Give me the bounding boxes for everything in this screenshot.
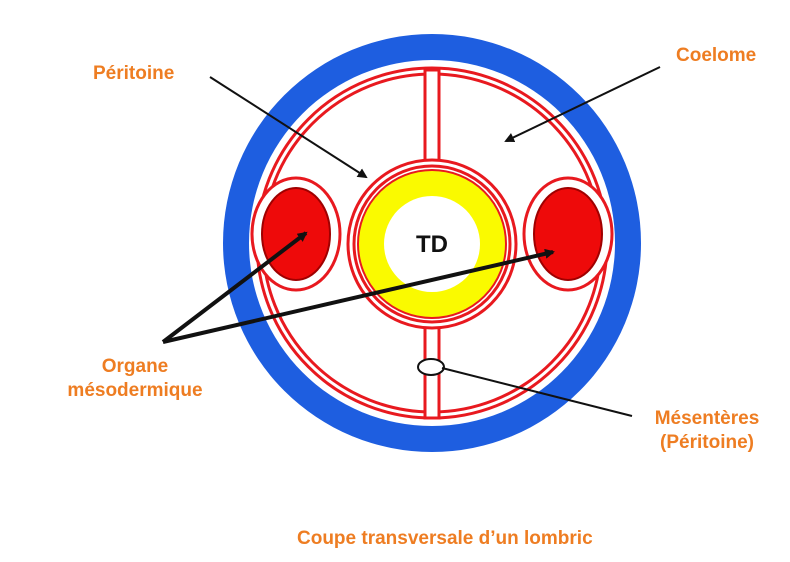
organe-mesodermique-label: Organe mésodermique (50, 355, 220, 403)
organe-label-line1: Organe (101, 356, 169, 377)
dorsal-mesentery (423, 68, 441, 167)
mesenteres-pointer-line (441, 367, 633, 417)
peritoine-label: Péritoine (93, 63, 175, 84)
diagram-caption: Coupe transversale d’un lombric (297, 528, 593, 549)
peritoine-arrow (209, 76, 368, 179)
organe-arrow-left (161, 231, 308, 344)
gut-peritoneum-inner (352, 164, 512, 324)
organe-label-line2: mésodermique (67, 380, 203, 401)
coelome-arrow (504, 66, 661, 143)
mesenteres-label: Mésentères (Péritoine) (632, 407, 782, 455)
td-label: TD (416, 231, 448, 258)
coelome-label: Coelome (676, 45, 757, 66)
digestive-lumen (384, 196, 480, 292)
organe-arrow-right (162, 248, 555, 344)
mesenteres-label-line2: (Péritoine) (660, 432, 754, 453)
mesentery-marker-ellipse (417, 358, 445, 376)
left-mesodermic-organ (261, 187, 331, 281)
mesenteres-label-line1: Mésentères (654, 408, 760, 429)
right-mesodermic-organ (533, 187, 603, 281)
